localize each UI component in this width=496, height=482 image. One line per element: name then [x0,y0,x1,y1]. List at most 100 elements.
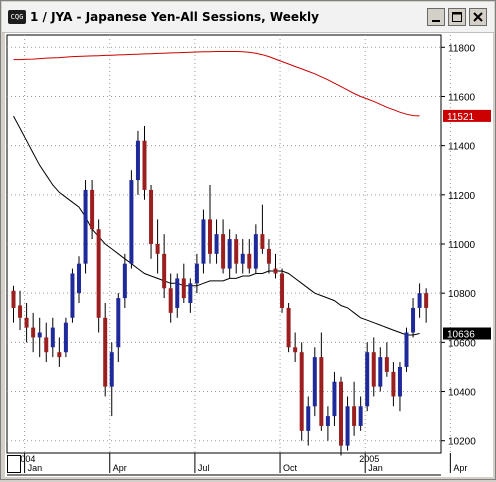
candle-body [63,322,68,353]
candle-body [201,219,206,264]
price-tag-label: 10636 [447,330,475,341]
x-tick-label: Apr [113,463,127,473]
candle-body [240,253,245,264]
minimize-icon [432,20,440,22]
y-tick-label: 11000 [448,240,476,251]
candle-body [319,357,324,426]
y-tick-label: 10800 [448,289,476,300]
candle-body [404,332,409,367]
candle-body [175,278,180,308]
y-tick-label: 10200 [448,437,476,448]
y-tick-label: 11800 [448,43,476,54]
app-icon: CQG [8,10,26,24]
ma-long-line [13,51,420,117]
candle-body [332,381,337,417]
candle-body [391,371,396,397]
x-tick-label: Jan [368,463,383,473]
candle-body [109,352,114,387]
year-label: 2005 [359,454,379,464]
candle-body [365,352,370,407]
candle-body [339,381,343,446]
candle-body [116,298,121,348]
candle-body [135,140,140,181]
candle-body [96,229,101,318]
candle-body [424,293,429,308]
y-tick-label: 11400 [448,142,476,153]
price-tag [443,109,491,122]
candle-body [122,263,127,299]
candle-body [18,305,23,318]
candle-body [221,234,226,269]
candle-body [358,406,363,426]
candle-body [411,307,416,333]
candlestick-chart[interactable]: 11800 11600 11400 11200 11000 10800 10600 10400… [5,33,493,477]
candle-body [31,327,36,338]
candle-body [77,263,81,294]
close-button[interactable] [469,8,487,26]
candle-body [155,244,160,254]
y-tick-label: 11200 [448,191,476,202]
chart-area[interactable]: 11800 11600 11400 11200 11000 10800 10600 10400… [5,33,493,477]
candle-body [57,352,62,358]
candle-body [129,180,134,264]
candle-body [273,268,278,274]
candle-body [371,352,376,387]
candle-body [181,278,186,299]
candle-body [352,406,357,426]
candle-body [345,406,350,446]
candle-body [266,248,271,264]
maximize-icon [452,12,462,22]
ma-short-line [13,115,420,336]
candle-body [397,366,402,397]
year-label: 2004 [15,454,35,464]
candle-body [142,140,147,190]
y-tick-label: 11600 [448,92,476,103]
candle-body [168,288,173,313]
candle-body [253,234,258,269]
x-tick-label: Jan [28,463,43,473]
x-tick-label: Oct [283,463,298,473]
candle-body [103,317,108,387]
candle-body [90,189,95,230]
candle-body [227,239,232,269]
candle-body [325,416,330,426]
candle-body [214,234,219,254]
candle-body [293,347,298,353]
minimize-button[interactable] [427,8,445,26]
candle-body [44,337,49,353]
x-tick-label: Jul [198,463,210,473]
candle-body [312,357,317,407]
candle-body [280,273,285,308]
candle-body [24,317,29,328]
candle-body [37,332,42,338]
candle-body [384,357,389,372]
candle-body [149,189,154,244]
price-tag-label: 11521 [447,112,475,123]
candle-body [378,357,383,387]
x-tick-label: Apr [453,463,467,473]
title-bar[interactable]: CQG 1 / JYA - Japanese Yen-All Sessions,… [2,2,494,33]
candle-body [50,327,55,348]
close-icon [473,12,483,22]
candle-body [234,239,239,264]
candle-body [11,290,16,308]
price-tag [443,327,491,340]
candle-body [194,263,199,284]
maximize-button[interactable] [448,8,466,26]
candle-body [70,273,75,318]
candle-body [208,219,212,254]
candle-body [299,352,304,431]
candle-body [306,406,311,431]
candle-body [83,189,88,264]
candle-body [247,253,252,269]
corner-box[interactable] [7,455,21,473]
y-tick-label: 10600 [448,338,476,349]
candle-body [162,253,167,289]
candle-body [417,293,422,308]
candle-body [188,283,193,304]
candle-body [260,234,265,249]
candle-body [286,307,291,348]
window-title: 1 / JYA - Japanese Yen-All Sessions, Wee… [30,10,319,24]
y-tick-label: 10400 [448,388,476,399]
